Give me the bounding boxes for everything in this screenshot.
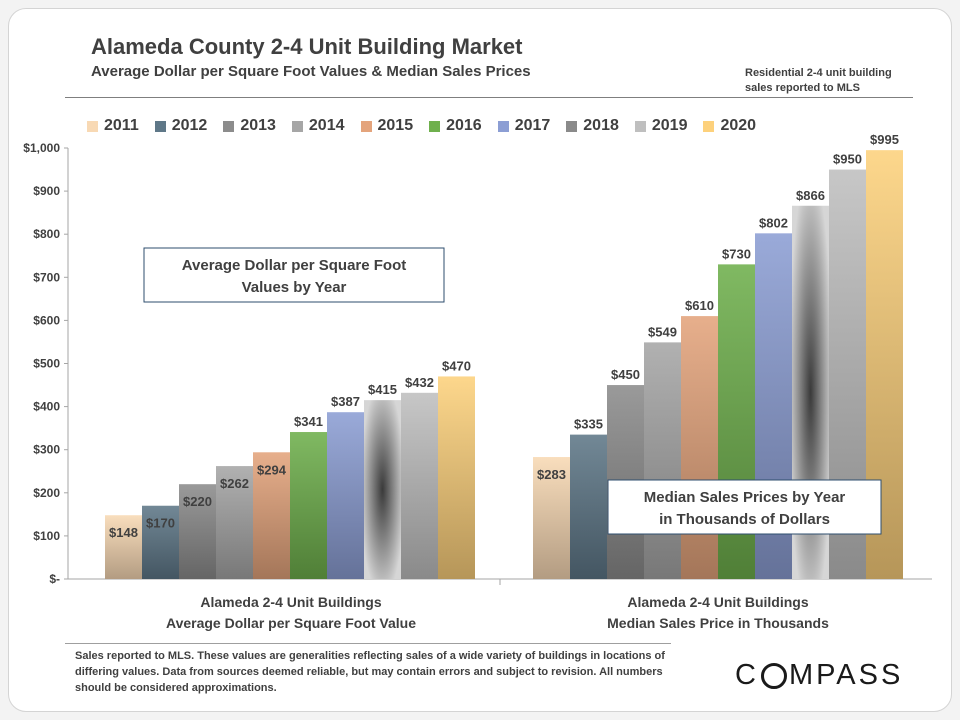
legend-swatch-2018 [566,120,578,132]
legend-label-2016: 2016 [446,117,482,134]
y-tick-label: $500 [33,357,60,371]
legend-label-2017: 2017 [514,117,551,134]
bar-2011-group-2 [533,457,570,579]
data-label-2019-group-2: $950 [833,152,862,167]
annotation-1-line-1: Average Dollar per Square Foot [182,257,407,274]
chart-subtitle: Average Dollar per Square Foot Values & … [91,63,531,80]
header-divider [65,97,913,98]
bar-2019-group-1 [401,392,438,579]
legend-label-2018: 2018 [583,117,619,134]
legend-item-2017: 2017 [497,117,551,135]
legend-swatch-2013 [223,120,235,132]
bar-2014-group-1 [216,466,253,579]
data-label-2018-group-1: $415 [368,382,397,397]
y-tick-label: $400 [33,400,60,414]
data-label-2020-group-1: $470 [442,358,471,373]
legend-swatch-2020 [703,120,715,132]
source-note-line-1: Residential 2-4 unit building [745,67,892,79]
legend-swatch-2016 [429,120,441,132]
y-tick-label: $100 [33,529,60,543]
annotation-2-line-2: in Thousands of Dollars [659,511,830,528]
data-label-2014-group-2: $549 [648,324,677,339]
legend-swatch-2011 [87,120,98,132]
y-tick-label: $800 [33,227,60,241]
y-tick-label: $600 [33,313,60,327]
legend-item-2014: 2014 [291,117,345,135]
data-label-2017-group-2: $802 [759,215,788,230]
legend-item-2015: 2015 [360,117,414,135]
data-label-2013-group-2: $450 [611,367,640,382]
legend-label-2019: 2019 [651,117,688,134]
y-tick-label: $300 [33,443,60,457]
legend-label-2015: 2015 [377,117,414,134]
legend-item-2018: 2018 [566,117,619,135]
footnote: Sales reported to MLS. These values are … [75,650,665,694]
y-tick-label: $900 [33,184,60,198]
data-label-2015-group-1: $294 [257,462,287,477]
y-tick-label: $700 [33,270,60,284]
legend-label-2020: 2020 [720,117,757,134]
compass-logo: C MPASS [735,659,903,692]
legend-item-2013: 2013 [223,117,276,135]
logo-ring-icon [760,662,787,689]
data-label-2018-group-2: $866 [796,188,825,203]
bar-2015-group-2 [681,316,718,579]
annotation-1-line-2: Values by Year [242,279,347,296]
legend-item-2020: 2020 [703,117,756,135]
annotation-box-2 [607,479,882,535]
y-tick-label: $- [49,572,60,586]
annotation-box-1 [143,247,445,303]
chart-title: Alameda County 2-4 Unit Building Market [91,34,523,59]
data-label-2016-group-1: $341 [294,414,323,429]
bar-2011-group-1 [105,515,142,579]
logo-text-start: C [735,659,759,691]
data-label-2017-group-1: $387 [331,394,360,409]
category-label-1-line-2: Average Dollar per Square Foot Value [166,615,416,631]
bar-2017-group-1 [327,412,364,579]
legend-swatch-2015 [360,120,372,132]
category-label-1-line-1: Alameda 2-4 Unit Buildings [200,594,381,610]
data-label-2012-group-1: $170 [146,516,175,531]
legend-item-2016: 2016 [429,117,482,135]
logo-text-end: MPASS [788,659,904,691]
data-label-2014-group-1: $262 [220,476,249,491]
y-tick-label: $200 [33,486,60,500]
category-label-2-line-1: Alameda 2-4 Unit Buildings [627,594,808,610]
data-label-2015-group-2: $610 [685,298,714,313]
bar-2012-group-1 [142,505,179,579]
data-label-2012-group-2: $335 [574,417,603,432]
legend-swatch-2014 [291,120,303,132]
legend-item-2019: 2019 [634,117,688,135]
bar-2020-group-1 [438,376,475,579]
source-note-line-2: sales reported to MLS [745,82,860,94]
data-label-2020-group-2: $995 [870,132,899,147]
legend-swatch-2019 [634,120,646,132]
annotation-2-line-1: Median Sales Prices by Year [644,489,846,506]
legend: 2011 2012 2013 2014 2015 2016 2017 2018 2019 2020 [87,117,772,135]
footnote-divider [65,643,671,644]
bar-2012-group-2 [570,434,607,579]
bar-2015-group-1 [253,452,290,579]
data-label-2016-group-2: $730 [722,246,751,261]
legend-swatch-2012 [154,120,166,132]
legend-swatch-2017 [497,120,509,132]
bar-2016-group-1 [290,432,327,579]
bar-2014-group-2 [644,342,681,579]
data-label-2019-group-1: $432 [405,375,434,390]
legend-label-2013: 2013 [240,117,276,134]
legend-label-2014: 2014 [308,117,345,134]
data-label-2013-group-1: $220 [183,494,212,509]
legend-item-2012: 2012 [154,117,208,135]
legend-item-2011: 2011 [87,117,139,135]
bar-2013-group-1 [179,484,216,579]
data-label-2011-group-1: $148 [109,525,138,540]
source-note: Residential 2-4 unit building sales repo… [745,66,925,96]
category-label-2-line-2: Median Sales Price in Thousands [607,615,829,631]
legend-label-2011: 2011 [104,117,139,134]
bar-2018-group-1 [364,400,401,579]
data-label-2011-group-2: $283 [537,467,566,482]
y-tick-label: $1,000 [23,141,60,155]
legend-label-2012: 2012 [171,117,208,134]
